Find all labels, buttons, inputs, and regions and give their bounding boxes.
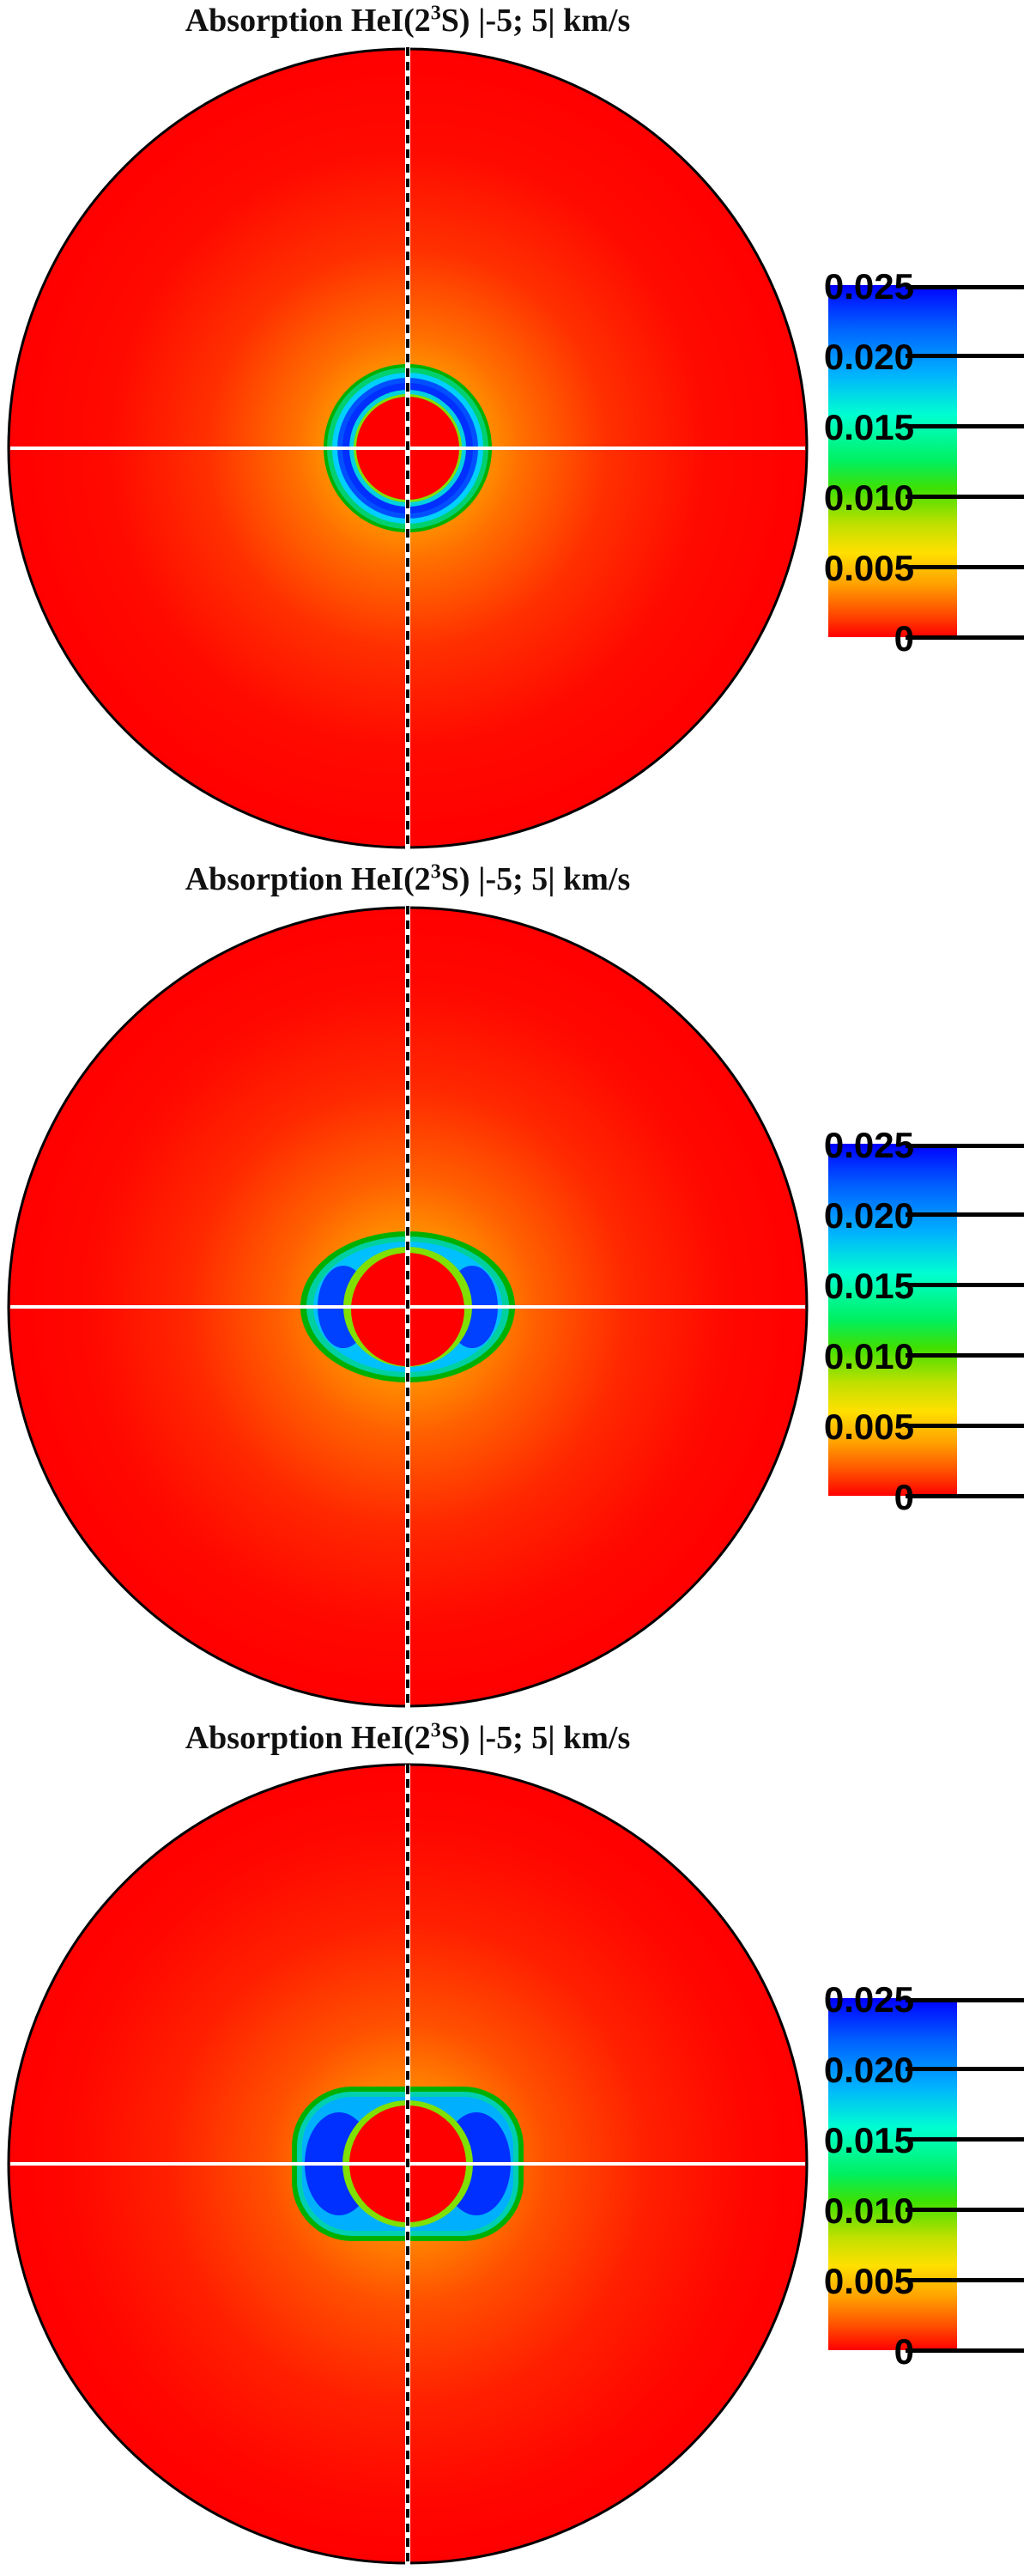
panel-title: Absorption HeI(23S) |-5; 5| km/s bbox=[185, 860, 631, 897]
panel-title: Absorption HeI(23S) |-5; 5| km/s bbox=[185, 2, 631, 39]
colorbar-tick-label: 0.010 bbox=[823, 2190, 914, 2231]
colorbar: 0.025 0.020 0.015 0.010 0.005 0 bbox=[824, 266, 1024, 659]
colorbar-tick-label: 0.020 bbox=[823, 337, 914, 377]
colorbar-tick bbox=[906, 1144, 1024, 1148]
colorbar-tick bbox=[906, 495, 1024, 499]
colorbar-tick bbox=[906, 2278, 1024, 2282]
colorbar-tick-label: 0.025 bbox=[823, 1979, 914, 2020]
absorption-panel-1: Absorption HeI(23S) |-5; 5| km/s bbox=[0, 0, 1030, 859]
colorbar-tick bbox=[906, 2067, 1024, 2071]
colorbar-tick-label: 0.025 bbox=[823, 266, 914, 307]
colorbar-tick bbox=[906, 424, 1024, 428]
colorbar-tick-label: 0 bbox=[894, 618, 914, 659]
colorbar-tick bbox=[906, 1424, 1024, 1428]
colorbar-tick bbox=[906, 354, 1024, 358]
colorbar-tick-label: 0.005 bbox=[823, 2261, 914, 2301]
absorption-disk-map bbox=[7, 906, 809, 1709]
colorbar-tick bbox=[906, 2137, 1024, 2142]
colorbar-tick-label: 0.020 bbox=[823, 1195, 914, 1236]
colorbar-gradient bbox=[828, 285, 957, 637]
colorbar-tick-label: 0.015 bbox=[823, 1266, 914, 1306]
colorbar-tick bbox=[906, 1998, 1024, 2002]
colorbar-tick-label: 0.010 bbox=[823, 477, 914, 518]
colorbar-tick-label: 0.020 bbox=[823, 2050, 914, 2090]
colorbar-tick-label: 0.010 bbox=[823, 1336, 914, 1376]
colorbar-tick bbox=[906, 2348, 1024, 2353]
absorption-panel-3: Absorption HeI(23S) |-5; 5| km/s bbox=[0, 1717, 1030, 2576]
colorbar-gradient bbox=[828, 1998, 957, 2350]
colorbar: 0.025 0.020 0.015 0.010 0.005 0 bbox=[824, 1125, 1024, 1517]
colorbar-tick bbox=[906, 1494, 1024, 1498]
colorbar-tick bbox=[906, 1212, 1024, 1217]
colorbar-tick bbox=[906, 285, 1024, 289]
colorbar-tick-label: 0 bbox=[894, 2331, 914, 2372]
colorbar-tick-label: 0 bbox=[894, 1477, 914, 1517]
colorbar-gradient bbox=[828, 1144, 957, 1496]
colorbar-tick-label: 0.015 bbox=[823, 2120, 914, 2160]
colorbar-tick bbox=[906, 635, 1024, 640]
panel-title: Absorption HeI(23S) |-5; 5| km/s bbox=[185, 1719, 631, 1756]
colorbar-tick bbox=[906, 1353, 1024, 1358]
colorbar-tick-label: 0.005 bbox=[823, 1406, 914, 1447]
colorbar-tick-label: 0.005 bbox=[823, 548, 914, 588]
absorption-disk-map bbox=[7, 1763, 809, 2567]
colorbar-tick bbox=[906, 1283, 1024, 1287]
absorption-panel-2: Absorption HeI(23S) |-5; 5| km/s bbox=[0, 859, 1030, 1717]
absorption-disk-map bbox=[7, 47, 809, 850]
colorbar-tick bbox=[906, 2208, 1024, 2212]
colorbar: 0.025 0.020 0.015 0.010 0.005 0 bbox=[824, 1979, 1024, 2372]
colorbar-tick-label: 0.015 bbox=[823, 407, 914, 447]
colorbar-tick-label: 0.025 bbox=[823, 1125, 914, 1165]
colorbar-tick bbox=[906, 565, 1024, 569]
